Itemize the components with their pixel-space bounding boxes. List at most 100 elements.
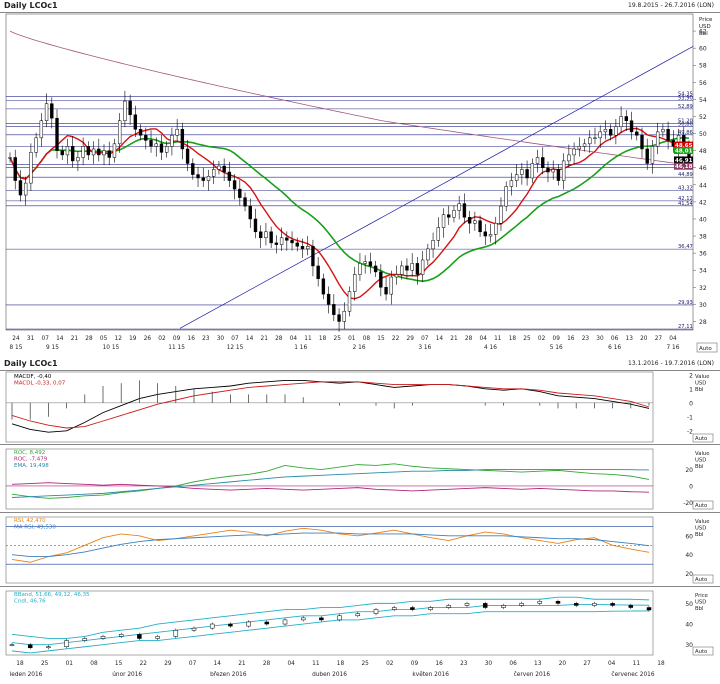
x-day-label: 09 — [411, 661, 419, 667]
x-day-label: 09 — [553, 336, 561, 342]
candle-body — [384, 287, 388, 295]
x-month-label: březen 2016 — [210, 671, 247, 678]
ma-long-line — [9, 30, 690, 166]
legend-entry: BBand, 51,66, 49,12, 46,35 — [14, 592, 90, 598]
x-month-label: 6 16 — [608, 345, 621, 351]
x-day-label: 04 — [480, 336, 488, 342]
price-tag — [674, 162, 693, 170]
x-day-label: 30 — [596, 336, 604, 342]
x-day-label: 18 — [657, 661, 665, 667]
y-tick-label: -2 — [687, 428, 693, 435]
y-tick-label: 42 — [699, 199, 707, 206]
legend-entry: ROC, 8,492 — [14, 450, 45, 456]
y-tick-label: 48 — [699, 148, 707, 155]
y-tick-label: -1 — [687, 414, 693, 421]
y-tick-label: 44 — [699, 182, 707, 189]
x-day-label: 04 — [608, 661, 616, 667]
x-day-label: 09 — [173, 336, 181, 342]
trend-line — [179, 46, 694, 329]
x-day-label: 14 — [436, 336, 444, 342]
price-tag — [674, 141, 693, 149]
candle-body — [238, 188, 242, 198]
y-tick-label: 50 — [699, 131, 707, 138]
candle-body — [537, 601, 543, 604]
x-day-label: 13 — [626, 336, 634, 342]
y-tick-label: 54 — [699, 97, 707, 104]
candle-body — [319, 617, 324, 621]
candle-body — [228, 623, 233, 627]
candle-body — [598, 131, 602, 139]
legend-entry: ROC, -7,479 — [14, 457, 48, 463]
candle-body — [483, 231, 487, 237]
candle-body — [394, 274, 399, 278]
legend-entry: MACDF, -0,40 — [14, 374, 52, 380]
x-month-label: 9 15 — [46, 345, 59, 351]
x-day-label: 07 — [231, 336, 239, 342]
price-tag-label: 46,91 — [675, 158, 693, 164]
candle-body — [13, 157, 17, 181]
y-tick-label: 38 — [699, 234, 707, 241]
x-day-label: 23 — [582, 336, 590, 342]
candle-body — [248, 205, 252, 220]
series-line — [11, 381, 650, 429]
price-tag-label: 48,65 — [675, 143, 693, 149]
candle-body — [264, 621, 270, 625]
candle-body — [206, 176, 211, 181]
x-day-label: 29 — [407, 336, 415, 342]
y-tick-label: 20 — [685, 467, 693, 474]
candle-body — [107, 150, 111, 158]
y-tick-label: 36 — [699, 251, 707, 258]
x-day-label: 18 — [16, 661, 24, 667]
legend-entry: EMA, 19,498 — [14, 463, 49, 469]
candle-body — [428, 607, 433, 610]
candle-body — [332, 304, 336, 315]
candle-body — [212, 169, 216, 177]
y-tick-label: 30 — [699, 302, 707, 309]
candle-body — [353, 274, 357, 292]
x-day-label: 07 — [421, 336, 429, 342]
candle-body — [138, 129, 143, 136]
x-day-label: 20 — [640, 336, 648, 342]
auto-scale-label: Auto — [695, 503, 707, 509]
candle-body — [436, 227, 440, 241]
candle-body — [39, 120, 44, 139]
candle-body — [410, 607, 415, 610]
series-line — [11, 469, 650, 498]
candle-body — [196, 174, 200, 179]
x-day-label: 11 — [494, 336, 502, 342]
candle-body — [217, 165, 221, 170]
candle-body — [519, 603, 524, 606]
x-day-label: 01 — [66, 661, 74, 667]
axis-unit-label: USD — [699, 24, 711, 30]
level-label: 36,47 — [678, 244, 693, 250]
y-tick-label: 52 — [699, 114, 707, 121]
candle-body — [306, 246, 310, 250]
x-day-label: 27 — [655, 336, 663, 342]
axis-unit-label: Bbl — [695, 464, 703, 470]
x-day-label: 25 — [523, 336, 531, 342]
x-month-label: 11 15 — [168, 345, 185, 351]
candle-body — [573, 603, 579, 606]
legend-entry: MACDL -0,33, 0,07 — [14, 381, 66, 387]
y-tick-label: 20 — [685, 571, 693, 578]
main-price-chart[interactable]: 28 30 32 34 36 38 40 42 44 46 48 50 52 54 56 58 60 62 Pric… — [0, 12, 720, 358]
x-day-label: 31 — [27, 336, 35, 342]
x-day-label: 29 — [164, 661, 172, 667]
candle-body — [173, 629, 179, 637]
x-day-label: 24 — [12, 336, 20, 342]
x-month-label: duben 2016 — [312, 672, 347, 678]
candle-body — [593, 137, 597, 139]
series-line — [11, 603, 650, 646]
level-label: 51,20 — [678, 118, 693, 124]
x-day-label: 21 — [238, 661, 246, 667]
axis-unit-label: USD — [695, 600, 706, 606]
candle-body — [259, 231, 263, 239]
candle-body — [86, 146, 91, 156]
candle-body — [582, 143, 587, 147]
indicator-plot-area — [5, 448, 654, 510]
candle-body — [577, 146, 582, 150]
